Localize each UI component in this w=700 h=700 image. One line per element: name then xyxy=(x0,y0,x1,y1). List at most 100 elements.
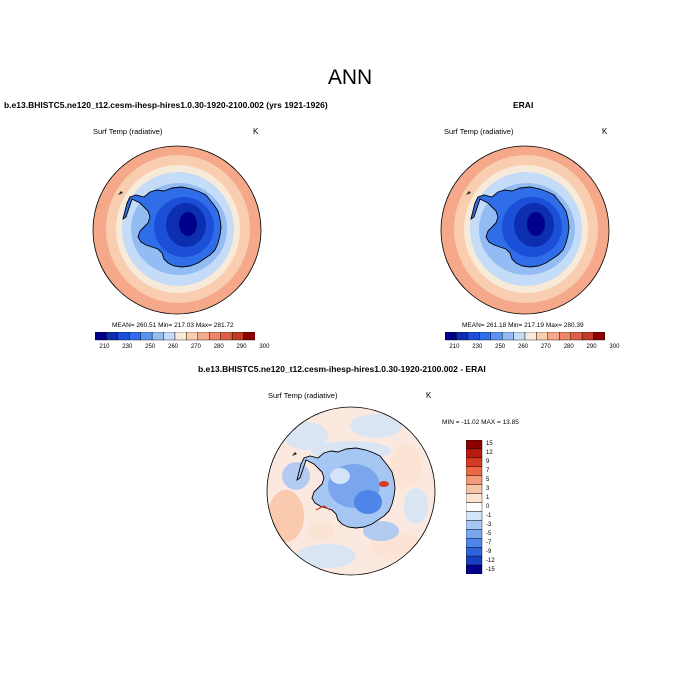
model-colorbar-ticks: 210 230 250 260 270 280 290 300 xyxy=(95,344,269,354)
difference-units-label: K xyxy=(426,391,432,400)
map-border xyxy=(92,145,262,315)
colorbar-swatch xyxy=(466,529,483,539)
colorbar-swatch xyxy=(513,332,526,341)
south-america-tip xyxy=(466,191,471,195)
colorbar-swatch xyxy=(445,332,457,341)
colorbar-swatch xyxy=(117,332,130,341)
colorbar-swatch xyxy=(209,332,221,341)
colorbar-swatch xyxy=(151,332,164,341)
colorbar-swatch xyxy=(466,538,483,548)
map-field xyxy=(267,407,435,575)
colorbar-swatch xyxy=(456,332,469,341)
south-america-tip xyxy=(292,452,297,456)
colorbar-swatch xyxy=(231,332,244,341)
colorbar-swatch xyxy=(174,332,187,341)
model-variable-label: Surf Temp (radiative) xyxy=(93,127,163,136)
model-units-label: K xyxy=(253,127,259,136)
colorbar-swatch xyxy=(559,332,571,341)
difference-colorbar xyxy=(466,440,483,574)
colorbar-tick-label: 260 xyxy=(517,344,529,350)
anomaly-blob xyxy=(350,414,402,438)
colorbar-tick-label: -15 xyxy=(486,566,495,573)
colorbar-tick-label: -3 xyxy=(486,521,492,528)
difference-polar-map xyxy=(266,406,436,576)
colorbar-tick-label: 3 xyxy=(486,486,490,493)
dome-band xyxy=(179,212,197,236)
colorbar-swatch xyxy=(140,332,153,341)
erai-units-label: K xyxy=(602,127,608,136)
anomaly-blob xyxy=(404,488,428,524)
colorbar-tick-label: 5 xyxy=(486,477,490,484)
colorbar-tick-label: -5 xyxy=(486,530,492,537)
weak-anomaly xyxy=(330,468,350,484)
colorbar-swatch xyxy=(466,466,483,476)
colorbar-swatch xyxy=(466,555,483,566)
colorbar-swatch xyxy=(466,520,483,530)
erai-panel-title: ERAI xyxy=(513,100,534,110)
south-america-tip xyxy=(118,191,123,195)
colorbar-tick-label: 280 xyxy=(563,344,574,350)
colorbar-swatch xyxy=(593,332,605,341)
colorbar-tick-label: 210 xyxy=(99,344,110,350)
anomaly-blob xyxy=(296,544,356,568)
colorbar-tick-label: 300 xyxy=(259,344,270,350)
colorbar-tick-label: 250 xyxy=(495,344,506,350)
dome-band xyxy=(527,212,545,236)
model-polar-map xyxy=(92,145,262,315)
colorbar-swatch xyxy=(163,332,176,341)
colorbar-tick-label: 15 xyxy=(486,441,493,448)
colorbar-tick-label: 290 xyxy=(586,344,597,350)
colorbar-tick-label: 1 xyxy=(486,495,490,502)
colorbar-swatch xyxy=(466,484,483,494)
colorbar-swatch xyxy=(547,332,560,341)
colorbar-tick-label: 12 xyxy=(486,450,493,457)
difference-variable-label: Surf Temp (radiative) xyxy=(268,391,338,400)
anomaly-blob xyxy=(268,490,304,542)
map-field xyxy=(441,146,609,314)
colorbar-swatch xyxy=(243,332,255,341)
colorbar-tick-label: 0 xyxy=(486,504,490,510)
colorbar-tick-label: -9 xyxy=(486,548,492,555)
colorbar-swatch xyxy=(220,332,233,341)
erai-polar-map xyxy=(440,145,610,315)
colorbar-swatch xyxy=(466,564,483,574)
colorbar-swatch xyxy=(466,475,483,485)
model-colorbar xyxy=(95,332,255,341)
colorbar-swatch xyxy=(490,332,503,341)
colorbar-swatch xyxy=(466,493,483,503)
difference-colorbar-ticks: 15 12 9 7 5 3 1 0 -1 -3 -5 -7 -9 -12 -15 xyxy=(486,440,516,574)
colorbar-swatch xyxy=(466,457,483,468)
model-stats-label: MEAN= 260.51 Min= 217.03 Max= 281.72 xyxy=(112,322,234,329)
colorbar-tick-label: 280 xyxy=(213,344,224,350)
colorbar-tick-label: 230 xyxy=(472,344,483,350)
colorbar-swatch xyxy=(106,332,119,341)
colorbar-swatch xyxy=(466,546,483,557)
colorbar-swatch xyxy=(479,332,491,341)
colorbar-tick-label: 270 xyxy=(190,344,201,350)
colorbar-tick-label: 250 xyxy=(145,344,156,350)
colorbar-tick-label: 300 xyxy=(609,344,620,350)
colorbar-swatch xyxy=(197,332,210,341)
map-border xyxy=(440,145,610,315)
difference-panel-title: b.e13.BHISTC5.ne120_t12.cesm-ihesp-hires… xyxy=(198,364,486,374)
coastline xyxy=(122,186,222,268)
colorbar-swatch xyxy=(186,332,199,341)
colorbar-tick-label: 260 xyxy=(167,344,179,350)
colorbar-swatch xyxy=(466,511,483,521)
colorbar-tick-label: 270 xyxy=(540,344,551,350)
coastline xyxy=(470,186,570,268)
colorbar-swatch xyxy=(536,332,549,341)
map-field xyxy=(93,146,261,314)
erai-colorbar xyxy=(445,332,605,341)
page-title: ANN xyxy=(327,66,373,89)
difference-stats-label: MIN = -11.02 MAX = 13.85 xyxy=(442,419,519,426)
erai-variable-label: Surf Temp (radiative) xyxy=(444,127,514,136)
colorbar-swatch xyxy=(95,332,107,341)
colorbar-tick-label: 7 xyxy=(486,468,490,475)
anomaly-blob xyxy=(282,462,310,490)
warm-spot xyxy=(379,481,389,487)
colorbar-swatch xyxy=(466,502,483,512)
model-panel-title: b.e13.BHISTC5.ne120_t12.cesm-ihesp-hires… xyxy=(4,100,328,110)
colorbar-swatch xyxy=(524,332,537,341)
colorbar-swatch xyxy=(581,332,594,341)
